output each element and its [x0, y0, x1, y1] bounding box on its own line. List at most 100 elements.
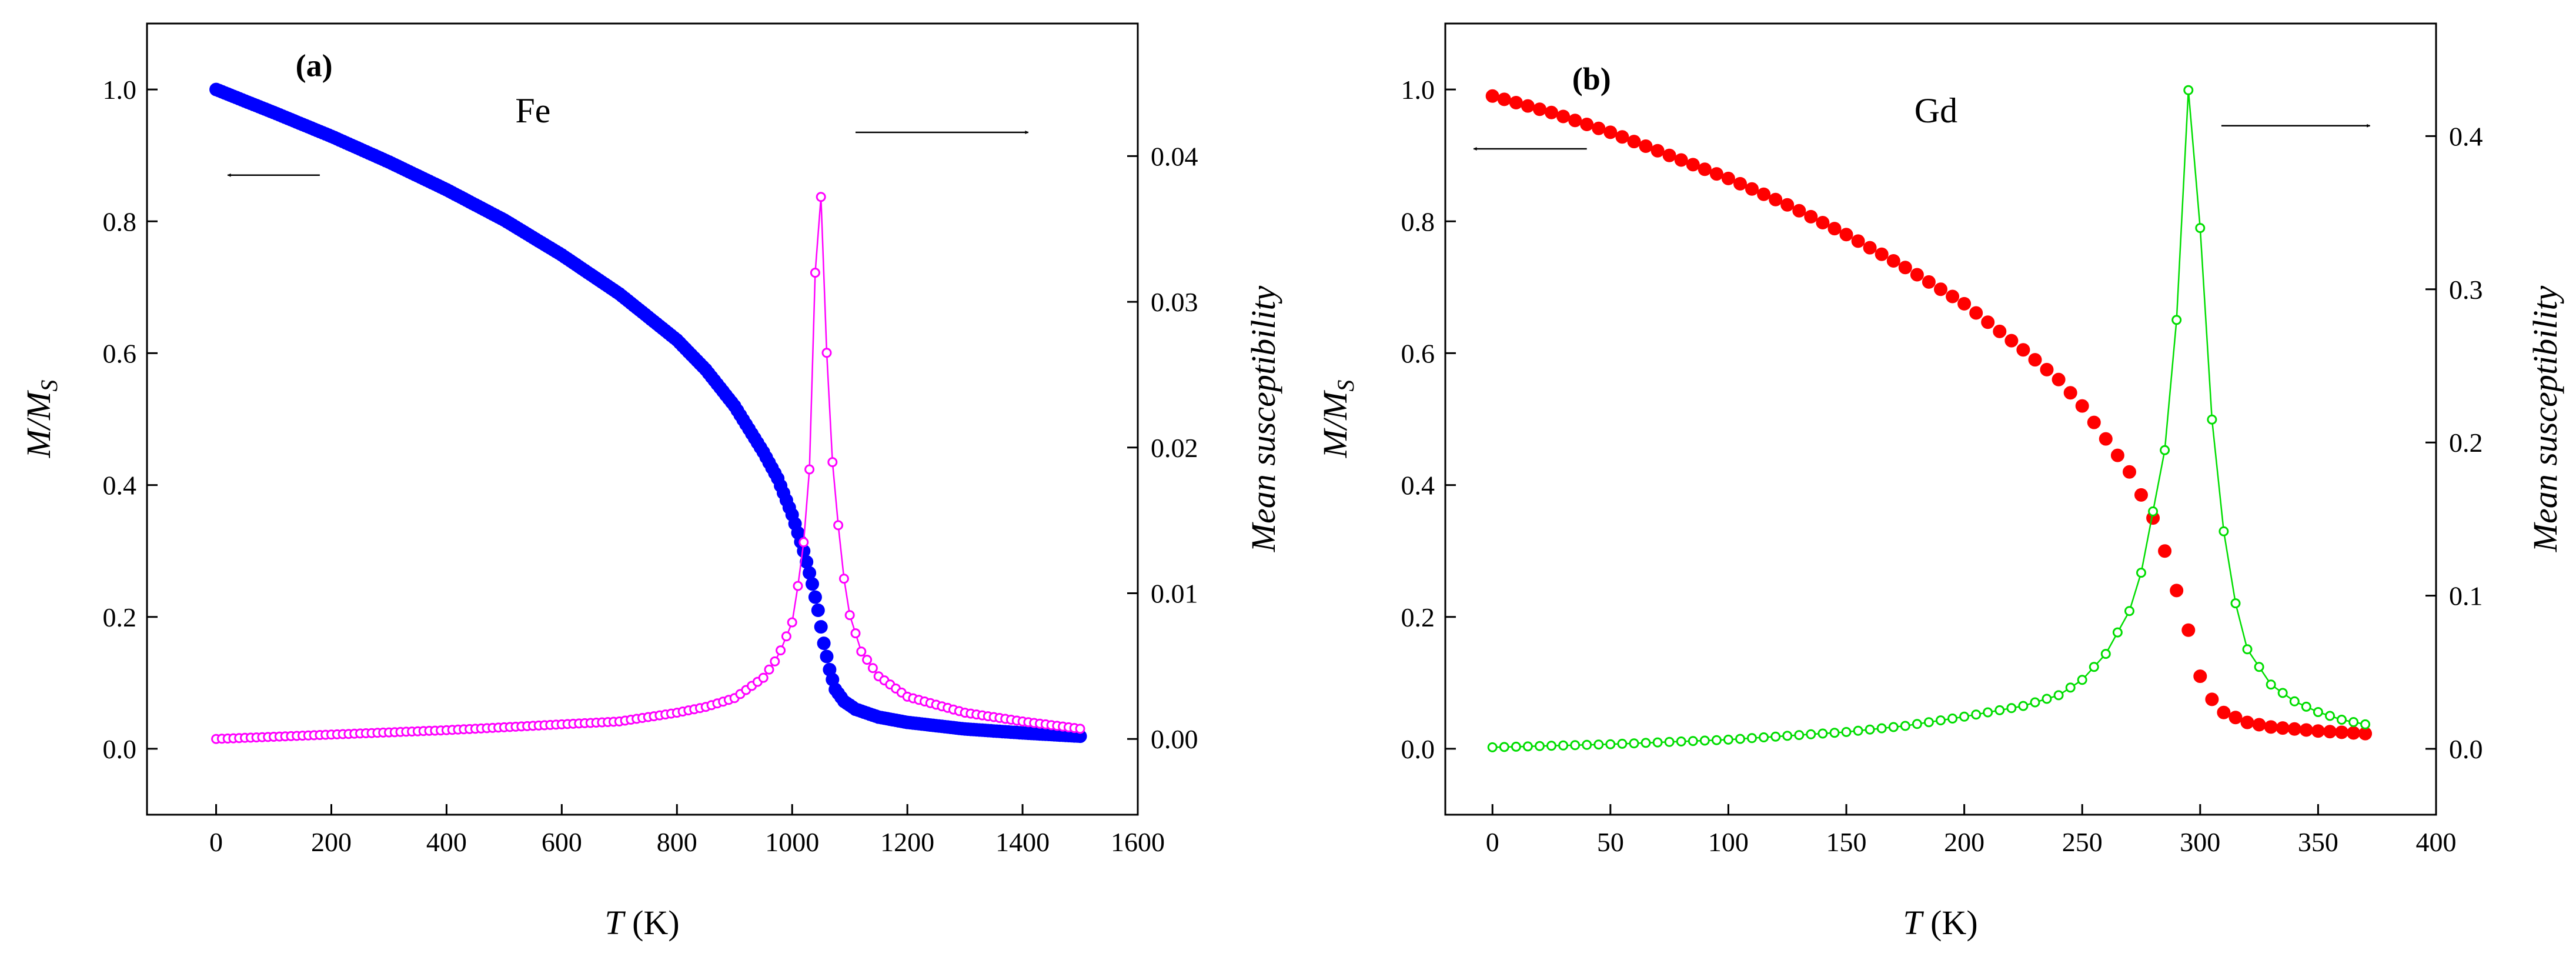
data-point-susceptibility-b	[1570, 740, 1581, 751]
data-point-susceptibility-b	[1699, 735, 1710, 746]
data-point-magnetization-a	[808, 590, 822, 604]
data-point-magnetization-b	[2347, 726, 2361, 740]
series-magnetization-b	[1485, 89, 2373, 741]
data-point-magnetization-b	[1910, 268, 1924, 282]
panel-label-a: (a)	[296, 48, 333, 84]
data-point-magnetization-b	[1792, 204, 1806, 218]
data-point-magnetization-a	[811, 604, 825, 617]
data-point-magnetization-b	[2252, 718, 2266, 732]
data-point-magnetization-b	[1863, 241, 1877, 255]
x-tick-label-a: 200	[311, 827, 352, 857]
data-point-magnetization-b	[2075, 399, 2089, 413]
data-point-susceptibility-b	[2018, 701, 2029, 711]
data-point-susceptibility-a	[856, 646, 867, 657]
y-right-tick-label-b: 0.0	[2449, 734, 2483, 764]
data-point-susceptibility-b	[1770, 731, 1781, 742]
data-point-susceptibility-b	[2207, 414, 2217, 425]
data-point-magnetization-b	[1627, 135, 1641, 149]
y-left-tick-label-a: 0.0	[103, 734, 137, 764]
plot-frame-b	[1444, 22, 2437, 816]
data-point-magnetization-b	[1674, 153, 1688, 167]
data-point-magnetization-b	[2110, 448, 2124, 462]
data-point-susceptibility-b	[2230, 598, 2241, 609]
data-point-magnetization-b	[1615, 130, 1629, 144]
data-point-susceptibility-b	[1676, 736, 1686, 746]
x-tick-label-a: 1600	[1111, 827, 1165, 857]
x-tick-label-b: 50	[1597, 827, 1624, 857]
data-point-magnetization-b	[2134, 488, 2148, 502]
y-right-axis-title-b: Mean susceptibility	[2526, 285, 2564, 552]
data-point-magnetization-b	[1886, 254, 1900, 268]
y-right-tick-label-a: 0.00	[1151, 724, 1198, 754]
data-point-magnetization-b	[1957, 296, 1972, 311]
data-point-susceptibility-b	[1558, 740, 1569, 751]
data-point-susceptibility-b	[2301, 701, 2311, 712]
data-point-susceptibility-a	[867, 663, 878, 674]
data-point-susceptibility-a	[810, 268, 820, 278]
data-point-susceptibility-b	[2042, 694, 2052, 704]
data-point-magnetization-b	[1639, 139, 1653, 153]
data-point-susceptibility-b	[1688, 736, 1698, 746]
x-tick-label-b: 200	[1944, 827, 1984, 857]
y-left-tick-label-b: 0.4	[1401, 471, 1435, 501]
data-point-magnetization-b	[2016, 343, 2030, 357]
y-right-tick-label-b: 0.1	[2449, 581, 2483, 611]
data-point-magnetization-b	[1568, 114, 1582, 128]
data-point-susceptibility-a	[764, 664, 774, 675]
data-point-susceptibility-b	[2218, 526, 2229, 536]
data-point-susceptibility-b	[2124, 606, 2134, 616]
data-point-susceptibility-b	[1947, 714, 1958, 724]
data-point-magnetization-b	[2004, 334, 2019, 348]
data-point-susceptibility-a	[827, 457, 838, 468]
data-point-magnetization-b	[2040, 362, 2054, 376]
data-point-magnetization-b	[1804, 209, 1818, 224]
data-point-magnetization-b	[2264, 720, 2278, 734]
x-axis-unit-b: (K)	[1922, 904, 1978, 942]
data-point-magnetization-b	[1851, 234, 1865, 248]
data-point-magnetization-b	[2287, 722, 2301, 736]
x-tick-label-b: 350	[2298, 827, 2338, 857]
data-point-susceptibility-b	[1994, 705, 2005, 715]
data-point-magnetization-b	[1686, 158, 1700, 172]
data-point-magnetization-b	[1521, 99, 1535, 113]
data-point-magnetization-b	[1839, 228, 1853, 242]
x-tick-label-b: 250	[2062, 827, 2103, 857]
y-left-axis-title-b: M/MS	[1316, 380, 1359, 459]
data-point-magnetization-b	[2052, 372, 2066, 386]
data-point-magnetization-b	[2240, 715, 2254, 729]
y-right-tick-label-b: 0.4	[2449, 121, 2483, 151]
data-point-susceptibility-b	[2148, 506, 2159, 516]
data-point-susceptibility-b	[2030, 697, 2040, 708]
data-point-susceptibility-b	[2006, 703, 2017, 714]
data-point-magnetization-b	[2193, 669, 2207, 684]
data-point-susceptibility-b	[1605, 739, 1616, 749]
data-point-magnetization-b	[1993, 324, 2007, 338]
data-point-susceptibility-b	[1582, 739, 1592, 750]
data-point-magnetization-b	[1580, 118, 1594, 131]
chart-panel-b: 0 50 100 150 200 250 300 350 400 0.0 0.2 0.4 0.6 0.8 1…	[1316, 22, 2564, 942]
data-point-susceptibility-b	[1983, 707, 1993, 718]
data-point-magnetization-b	[2181, 623, 2196, 637]
data-point-susceptibility-b	[1735, 734, 1745, 744]
x-tick-label-a: 800	[657, 827, 697, 857]
data-point-susceptibility-a	[821, 348, 832, 358]
data-point-susceptibility-b	[1593, 739, 1604, 750]
data-point-susceptibility-a	[833, 520, 844, 531]
data-point-susceptibility-a	[816, 192, 826, 202]
data-point-susceptibility-b	[1912, 719, 1922, 729]
data-point-magnetization-b	[1698, 162, 1712, 176]
data-point-magnetization-b	[2323, 725, 2337, 739]
data-point-susceptibility-b	[2337, 715, 2347, 725]
ticks-layer-b: 0 50 100 150 200 250 300 350 400 0.0 0.2 0.4 0.6 0.8 1…	[1401, 75, 2483, 857]
x-tick-label-a: 1000	[765, 827, 819, 857]
data-point-susceptibility-b	[1664, 736, 1675, 747]
data-point-susceptibility-b	[1971, 709, 1982, 720]
data-point-susceptibility-b	[2183, 85, 2194, 95]
data-point-susceptibility-b	[1747, 733, 1757, 744]
data-point-susceptibility-b	[1853, 725, 1863, 736]
y-left-axis-base-b: M/M	[1316, 390, 1354, 458]
data-point-magnetization-b	[2276, 721, 2290, 735]
data-point-magnetization-b	[2087, 415, 2101, 429]
y-left-tick-label-a: 0.2	[103, 602, 137, 632]
